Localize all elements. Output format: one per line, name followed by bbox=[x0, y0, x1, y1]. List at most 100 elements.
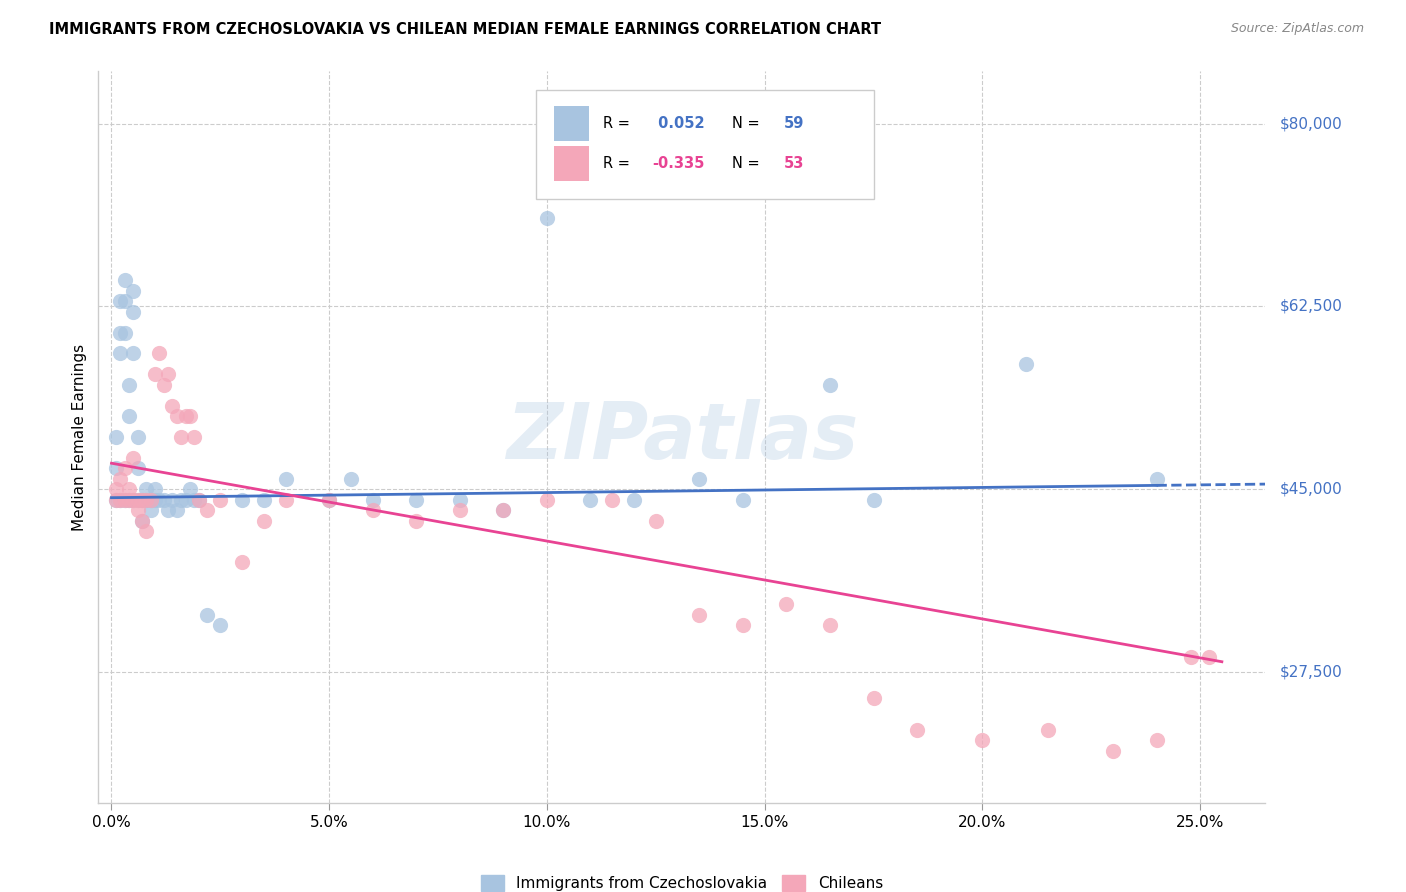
Point bbox=[122, 450, 145, 465]
Point bbox=[688, 607, 710, 622]
Text: 53: 53 bbox=[783, 156, 804, 171]
Point bbox=[143, 492, 166, 507]
Point bbox=[449, 503, 471, 517]
Point bbox=[623, 492, 645, 507]
Point bbox=[127, 461, 149, 475]
Point bbox=[1146, 472, 1168, 486]
Point bbox=[818, 377, 841, 392]
Point bbox=[195, 503, 218, 517]
Point bbox=[1036, 723, 1059, 737]
Point bbox=[170, 430, 193, 444]
Point bbox=[131, 492, 153, 507]
Point bbox=[122, 492, 145, 507]
Point bbox=[127, 492, 149, 507]
Point bbox=[231, 556, 253, 570]
Point bbox=[862, 492, 884, 507]
Point bbox=[183, 492, 205, 507]
Point bbox=[775, 597, 797, 611]
Point bbox=[114, 294, 136, 309]
Point bbox=[139, 492, 162, 507]
Point bbox=[104, 461, 127, 475]
Point bbox=[118, 492, 141, 507]
Text: N =: N = bbox=[733, 156, 765, 171]
Point bbox=[108, 346, 131, 360]
Point bbox=[731, 492, 754, 507]
Point bbox=[114, 326, 136, 340]
Legend: Immigrants from Czechoslovakia, Chileans: Immigrants from Czechoslovakia, Chileans bbox=[475, 869, 889, 892]
Point bbox=[118, 492, 141, 507]
Point bbox=[104, 483, 127, 497]
Point bbox=[253, 492, 276, 507]
Point bbox=[449, 492, 471, 507]
Point bbox=[688, 472, 710, 486]
Point bbox=[162, 399, 184, 413]
Point bbox=[131, 514, 153, 528]
Point bbox=[318, 492, 340, 507]
Point bbox=[318, 492, 340, 507]
Point bbox=[274, 492, 297, 507]
Point bbox=[143, 368, 166, 382]
Point bbox=[644, 514, 666, 528]
Point bbox=[862, 691, 884, 706]
Point bbox=[127, 430, 149, 444]
Point bbox=[122, 304, 145, 318]
Point bbox=[114, 492, 136, 507]
Text: R =: R = bbox=[603, 156, 634, 171]
Point bbox=[108, 492, 131, 507]
Point bbox=[152, 492, 174, 507]
Point bbox=[139, 503, 162, 517]
Point bbox=[731, 618, 754, 632]
Point bbox=[179, 483, 201, 497]
Point bbox=[492, 503, 515, 517]
Text: IMMIGRANTS FROM CZECHOSLOVAKIA VS CHILEAN MEDIAN FEMALE EARNINGS CORRELATION CHA: IMMIGRANTS FROM CZECHOSLOVAKIA VS CHILEA… bbox=[49, 22, 882, 37]
Point bbox=[174, 492, 197, 507]
Point bbox=[361, 492, 384, 507]
Point bbox=[135, 492, 157, 507]
FancyBboxPatch shape bbox=[536, 90, 875, 200]
Point bbox=[162, 492, 184, 507]
Point bbox=[135, 483, 157, 497]
Point bbox=[139, 492, 162, 507]
Point bbox=[274, 472, 297, 486]
Point bbox=[157, 503, 180, 517]
Point bbox=[174, 409, 197, 424]
Point bbox=[157, 368, 180, 382]
Point bbox=[187, 492, 209, 507]
Point bbox=[209, 618, 232, 632]
Text: -0.335: -0.335 bbox=[652, 156, 706, 171]
Point bbox=[600, 492, 623, 507]
Point bbox=[104, 492, 127, 507]
Point bbox=[1198, 649, 1220, 664]
Point bbox=[492, 503, 515, 517]
Point bbox=[253, 514, 276, 528]
Point bbox=[536, 211, 558, 225]
Point bbox=[536, 492, 558, 507]
Point bbox=[340, 472, 363, 486]
Point bbox=[114, 273, 136, 287]
Point bbox=[143, 483, 166, 497]
Point bbox=[152, 377, 174, 392]
Text: 0.052: 0.052 bbox=[652, 116, 704, 131]
Text: 59: 59 bbox=[783, 116, 804, 131]
Point bbox=[1180, 649, 1202, 664]
Text: ZIPatlas: ZIPatlas bbox=[506, 399, 858, 475]
Point bbox=[114, 461, 136, 475]
Point bbox=[148, 492, 170, 507]
Point bbox=[127, 492, 149, 507]
Point bbox=[108, 472, 131, 486]
Point bbox=[135, 492, 157, 507]
Point bbox=[170, 492, 193, 507]
Point bbox=[972, 733, 994, 747]
Point bbox=[209, 492, 232, 507]
Text: R =: R = bbox=[603, 116, 634, 131]
Point bbox=[1015, 357, 1038, 371]
Point bbox=[108, 326, 131, 340]
Point bbox=[122, 284, 145, 298]
Point bbox=[361, 503, 384, 517]
Point bbox=[122, 346, 145, 360]
Text: $62,500: $62,500 bbox=[1279, 299, 1343, 314]
Point bbox=[131, 492, 153, 507]
Point bbox=[135, 524, 157, 538]
Point bbox=[1146, 733, 1168, 747]
Text: $27,500: $27,500 bbox=[1279, 665, 1343, 680]
